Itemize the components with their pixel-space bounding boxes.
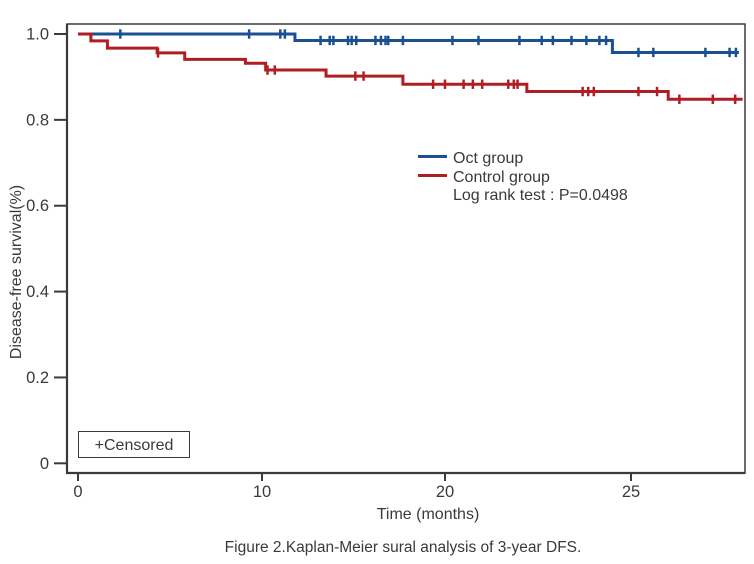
figure-caption: Figure 2.Kaplan-Meier sural analysis of … — [224, 539, 582, 556]
censored-note-box: +Censored — [78, 431, 190, 458]
x-tick-label: 10 — [253, 483, 271, 501]
legend-swatch-control-group — [418, 173, 447, 177]
x-tick-label: 20 — [436, 483, 454, 501]
y-axis-title: Disease-free survival(%) — [8, 184, 25, 360]
y-tick-label: 1.0 — [26, 26, 49, 44]
axis-lines — [65, 24, 745, 475]
legend: Oct group Control group Log rank test : … — [418, 150, 628, 206]
x-axis-title: Time (months) — [376, 506, 480, 523]
log-rank-annotation-row: Log rank test : P=0.0498 — [418, 187, 628, 206]
censored-note: +Censored — [94, 437, 174, 454]
x-tick-label: 0 — [73, 483, 82, 501]
legend-swatch-oct-group — [418, 155, 447, 159]
legend-label-oct-group: Oct group — [453, 150, 524, 167]
y-tick-label: 0.6 — [26, 197, 49, 215]
y-tick-label: 0.4 — [26, 283, 49, 301]
x-tick-label: 25 — [622, 483, 640, 501]
legend-label-control-group: Control group — [453, 168, 550, 186]
series-line-0 — [78, 32, 739, 54]
legend-item-control-group: Control group — [418, 169, 628, 188]
legend-item-oct-group: Oct group — [418, 150, 628, 169]
series-line-1 — [78, 32, 743, 101]
y-tick-label: 0.8 — [26, 111, 49, 129]
y-tick-label: 0 — [40, 455, 49, 473]
log-rank-annotation: Log rank test : P=0.0498 — [453, 187, 628, 204]
y-tick-label: 0.2 — [26, 369, 49, 387]
